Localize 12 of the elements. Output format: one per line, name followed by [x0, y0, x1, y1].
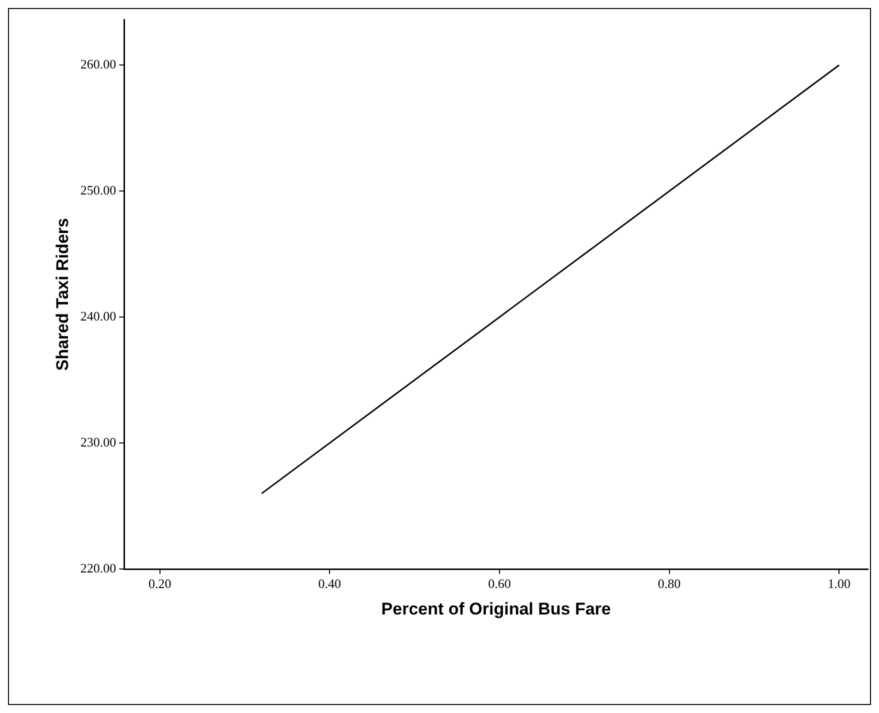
y-tick-label: 250.00: [80, 182, 116, 198]
y-tick-label: 240.00: [80, 308, 116, 324]
x-tick-label: 0.20: [148, 576, 172, 592]
y-tick-label: 220.00: [80, 560, 116, 576]
y-tick-label: 230.00: [80, 434, 116, 450]
y-tick-label: 260.00: [80, 56, 116, 72]
x-tick-label: 0.40: [318, 576, 342, 592]
x-tick-label: 0.80: [658, 576, 681, 592]
x-tick-label: 1.00: [828, 576, 851, 592]
y-axis-title: Shared Taxi Riders: [52, 218, 72, 371]
x-axis-title: Percent of Original Bus Fare: [381, 599, 611, 618]
x-tick-label: 0.60: [488, 576, 511, 592]
